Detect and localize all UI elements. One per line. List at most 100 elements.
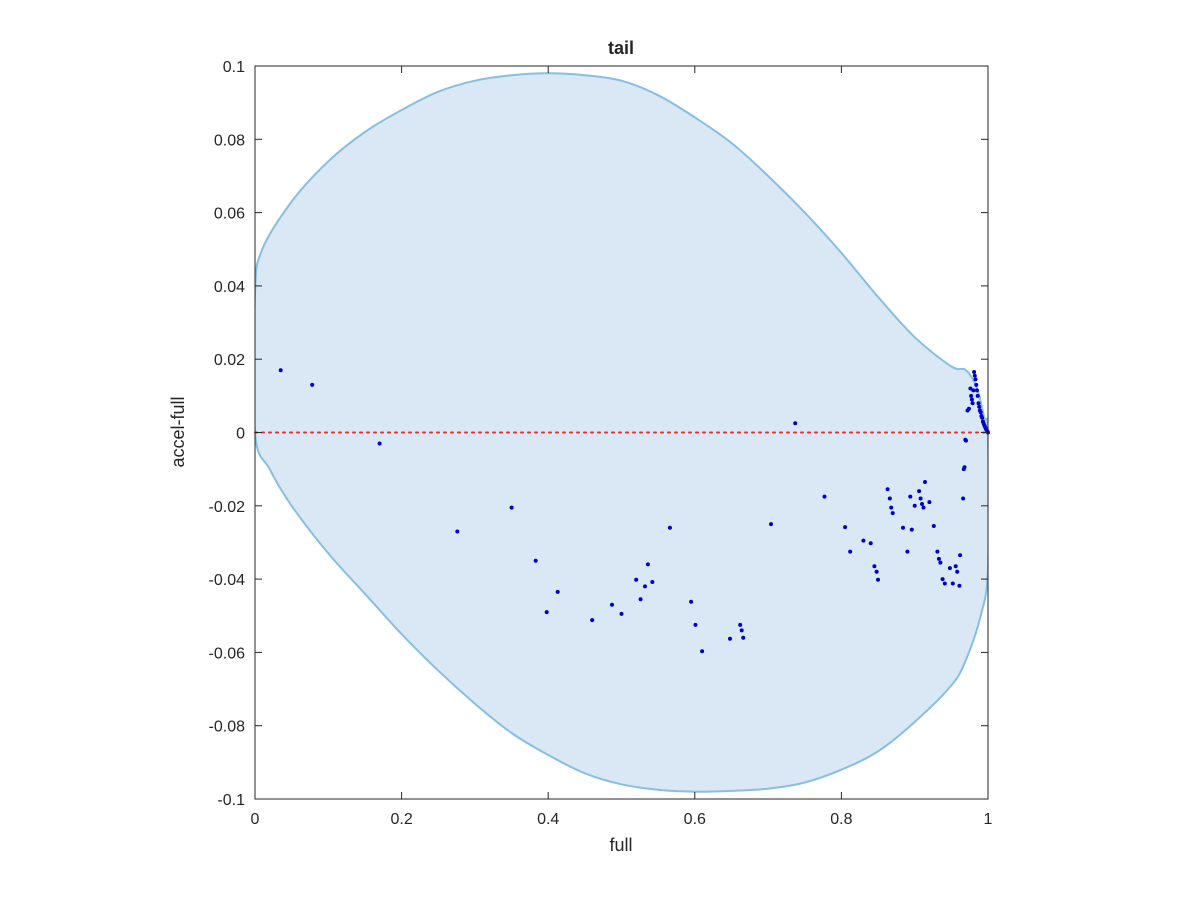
chart-title: tail xyxy=(608,38,634,58)
axes: 0 0.2 0.4 0.6 0.8 1 -0.1 -0.08 -0.06 -0.04 -0.02 0 0… xyxy=(209,59,993,828)
y-tick-label: -0.1 xyxy=(217,792,245,809)
data-point xyxy=(972,373,977,378)
data-point xyxy=(377,441,382,446)
data-point xyxy=(739,628,744,633)
x-tick-label: 0 xyxy=(251,811,260,828)
y-tick-label: -0.02 xyxy=(209,499,246,516)
y-tick-label: -0.06 xyxy=(209,645,246,662)
data-point xyxy=(912,503,917,508)
data-point xyxy=(555,589,560,594)
data-point xyxy=(455,529,460,534)
data-point xyxy=(980,415,985,420)
data-point xyxy=(978,410,983,415)
data-point xyxy=(970,401,975,406)
x-tick-label: 0.6 xyxy=(684,811,706,828)
data-point xyxy=(700,649,705,654)
data-point xyxy=(650,580,655,584)
data-point xyxy=(638,597,643,602)
data-point xyxy=(822,494,827,499)
data-point xyxy=(975,388,979,393)
data-point xyxy=(741,635,746,640)
data-point xyxy=(935,549,940,554)
y-tick-label: 0.1 xyxy=(223,59,245,76)
data-point xyxy=(667,525,672,530)
y-axis-label: accel-full xyxy=(168,396,188,467)
data-point xyxy=(938,560,943,565)
data-point xyxy=(874,569,879,574)
data-point xyxy=(950,581,955,586)
data-point xyxy=(278,368,283,373)
data-point xyxy=(610,602,614,607)
data-point xyxy=(936,556,941,561)
data-point xyxy=(905,549,910,554)
y-tick-label: 0.08 xyxy=(214,132,245,149)
data-point xyxy=(940,577,945,582)
data-point xyxy=(921,505,926,510)
y-tick-label: -0.04 xyxy=(209,572,246,589)
data-point xyxy=(689,599,694,604)
data-point xyxy=(876,577,880,582)
data-point xyxy=(974,382,979,387)
data-point xyxy=(645,562,650,567)
data-point xyxy=(728,636,732,641)
data-point xyxy=(969,393,974,398)
data-point xyxy=(848,549,853,554)
data-point xyxy=(920,502,924,506)
data-point xyxy=(942,581,947,586)
data-point xyxy=(887,496,892,501)
y-tick-label: -0.08 xyxy=(209,719,246,736)
data-point xyxy=(927,500,932,505)
data-points xyxy=(278,368,990,654)
data-point xyxy=(958,553,963,558)
data-point xyxy=(962,465,967,470)
data-point xyxy=(961,496,966,501)
data-point xyxy=(544,610,549,615)
data-point xyxy=(972,370,977,374)
data-point xyxy=(590,618,595,623)
data-point xyxy=(738,622,743,627)
data-point xyxy=(693,622,698,627)
data-point xyxy=(793,421,798,426)
data-point xyxy=(953,564,958,569)
data-point xyxy=(975,393,980,398)
data-point xyxy=(918,496,923,501)
data-point xyxy=(969,397,974,402)
data-point xyxy=(310,382,315,387)
data-point xyxy=(931,524,936,528)
y-tick-label: 0.06 xyxy=(214,206,245,223)
y-tick-label: 0.02 xyxy=(214,352,245,369)
data-point xyxy=(769,522,773,527)
data-point xyxy=(872,564,877,569)
data-point xyxy=(909,527,914,532)
y-tick-label: 0 xyxy=(236,426,245,443)
data-point xyxy=(955,569,960,574)
data-point xyxy=(947,566,952,571)
data-point xyxy=(923,480,927,484)
data-point xyxy=(977,404,982,409)
data-point xyxy=(885,487,890,492)
data-point xyxy=(868,541,873,546)
x-tick-label: 0.2 xyxy=(390,811,412,828)
data-point xyxy=(843,525,848,530)
data-point xyxy=(901,525,905,530)
data-point xyxy=(971,388,976,393)
data-point xyxy=(908,494,913,499)
data-point xyxy=(861,538,866,543)
data-point xyxy=(966,406,971,411)
data-point xyxy=(968,386,973,391)
data-point xyxy=(643,584,647,589)
data-point xyxy=(890,511,895,516)
data-point xyxy=(917,489,922,494)
data-point xyxy=(634,577,639,582)
data-point xyxy=(509,505,514,510)
data-point xyxy=(889,505,894,510)
data-point xyxy=(957,583,962,588)
plot-area xyxy=(254,72,990,793)
y-tick-label: 0.04 xyxy=(214,279,245,296)
x-tick-label: 0.8 xyxy=(830,811,852,828)
data-point xyxy=(964,438,968,443)
x-tick-label: 0.4 xyxy=(537,811,559,828)
data-point xyxy=(976,401,981,406)
data-point xyxy=(533,558,538,563)
